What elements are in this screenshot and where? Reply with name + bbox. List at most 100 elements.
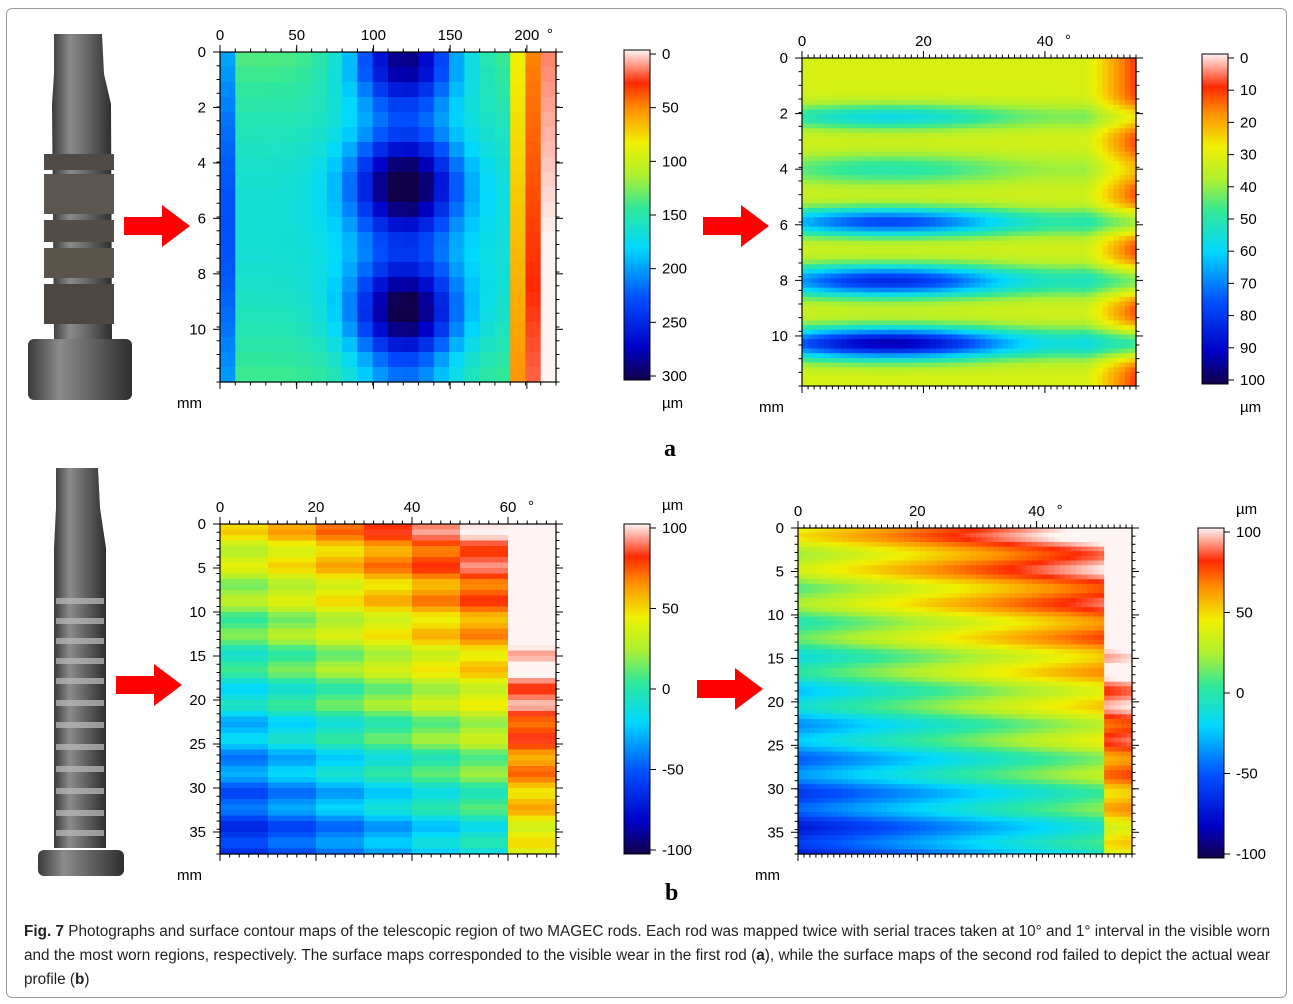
x-tick-label: 40 (1037, 33, 1054, 50)
y-axis-unit: mm (177, 867, 202, 884)
colorbar-unit: µm (1240, 399, 1261, 416)
arrow-icon (116, 664, 182, 706)
colorbar-tick-label: 100 (662, 153, 687, 170)
x-tick-label: 150 (438, 27, 463, 44)
y-tick-label: 15 (767, 650, 784, 667)
x-axis-unit: ° (1057, 502, 1063, 519)
contour-map-b-1deg: 0 20 40 ° 0 5 10 15 20 25 30 35 mm (755, 502, 1139, 884)
y-axis-unit: mm (755, 867, 780, 884)
y-tick-label: 8 (780, 272, 788, 289)
y-tick-label: 30 (767, 781, 784, 798)
x-tick-label: 20 (915, 33, 932, 50)
arrow-icon (703, 205, 769, 247)
colorbar-tick-label: 150 (662, 207, 687, 224)
contour-map-a-10deg: 0 50 100 150 200 ° 0 2 4 6 8 10 mm (177, 26, 563, 412)
colorbar-tick-label: 100 (1236, 524, 1261, 541)
y-tick-label: 0 (776, 520, 784, 537)
colorbar-tick-label: 50 (1240, 211, 1257, 228)
colorbar-tick-label: 0 (1236, 685, 1244, 702)
rod-photo-b (38, 468, 124, 876)
y-tick-label: 30 (189, 780, 206, 797)
colorbar-tick-label: 0 (1240, 50, 1248, 67)
y-tick-label: 25 (767, 737, 784, 754)
y-tick-label: 4 (198, 155, 206, 172)
colorbar-tick-label: -50 (662, 762, 684, 779)
x-tick-label: 200 (514, 27, 539, 44)
y-tick-label: 0 (198, 44, 206, 61)
x-axis-unit: ° (528, 498, 534, 515)
caption-text-2: ), while the surface maps of the second … (24, 947, 1270, 988)
x-tick-label: 0 (216, 499, 224, 516)
x-axis-unit: ° (547, 26, 553, 43)
colorbar-tick-label: 10 (1240, 82, 1257, 99)
caption-text-1: Photographs and surface contour maps of … (24, 923, 1270, 964)
colorbar-tick-label: -50 (1236, 766, 1258, 783)
caption-ref-a: a (756, 947, 765, 964)
colorbar-tick-label: 0 (662, 681, 670, 698)
panel-label-a: a (664, 436, 676, 462)
contour-map-b-10deg: 0 20 40 60 ° 0 5 10 15 20 25 30 35 mm (177, 498, 563, 884)
colorbar-tick-label: 50 (1236, 605, 1253, 622)
x-tick-label: 40 (1028, 503, 1045, 520)
y-tick-label: 35 (767, 824, 784, 841)
colorbar-a-10deg: 0 50 100 150 200 250 300 µm (623, 46, 687, 412)
y-tick-label: 2 (198, 99, 206, 116)
y-tick-label: 10 (767, 607, 784, 624)
colorbar-tick-label: 50 (662, 100, 679, 117)
panel-label-b: b (665, 880, 679, 906)
x-tick-label: 50 (288, 27, 305, 44)
y-tick-label: 10 (189, 604, 206, 621)
figure-caption: Fig. 7 Photographs and surface contour m… (24, 920, 1270, 992)
figure-frame (6, 8, 1287, 998)
caption-ref-b: b (75, 971, 85, 988)
colorbar-tick-label: 50 (662, 601, 679, 618)
x-tick-label: 20 (308, 499, 325, 516)
x-tick-label: 40 (404, 499, 421, 516)
colorbar-tick-label: 0 (662, 46, 670, 63)
y-axis-unit: mm (177, 395, 202, 412)
colorbar-a-1deg: 0 10 20 30 40 50 60 70 80 90 100 µm (1201, 50, 1265, 416)
colorbar-tick-label: 60 (1240, 243, 1257, 260)
colorbar-unit: µm (1236, 501, 1257, 518)
y-tick-label: 2 (780, 106, 788, 123)
caption-text-3: ) (84, 971, 90, 988)
y-tick-label: 10 (189, 321, 206, 338)
colorbar-tick-label: 80 (1240, 308, 1257, 325)
arrow-icon (124, 205, 190, 247)
x-tick-label: 0 (794, 503, 802, 520)
x-tick-label: 20 (909, 503, 926, 520)
y-tick-label: 5 (198, 560, 206, 577)
x-axis-unit: ° (1065, 32, 1071, 49)
y-tick-label: 8 (198, 266, 206, 283)
colorbar-tick-label: -100 (662, 842, 692, 859)
colorbar-tick-label: 100 (1240, 372, 1265, 389)
caption-fig-label: Fig. 7 (24, 923, 64, 940)
y-tick-label: 0 (780, 50, 788, 67)
y-axis-unit: mm (759, 399, 784, 416)
y-tick-label: 6 (780, 217, 788, 234)
colorbar-tick-label: 70 (1240, 275, 1257, 292)
x-tick-label: 60 (500, 499, 517, 516)
colorbar-tick-label: 200 (662, 261, 687, 278)
y-tick-label: 15 (189, 648, 206, 665)
colorbar-tick-label: 250 (662, 314, 687, 331)
colorbar-unit: µm (662, 497, 683, 514)
y-tick-label: 35 (189, 824, 206, 841)
y-tick-label: 0 (198, 516, 206, 533)
colorbar-tick-label: 100 (662, 520, 687, 537)
colorbar-tick-label: 300 (662, 368, 687, 385)
colorbar-tick-label: 30 (1240, 147, 1257, 164)
colorbar-unit: µm (662, 395, 683, 412)
y-tick-label: 20 (189, 692, 206, 709)
colorbar-tick-label: 40 (1240, 179, 1257, 196)
colorbar-tick-label: -100 (1236, 846, 1266, 863)
y-tick-label: 5 (776, 563, 784, 580)
x-tick-label: 0 (216, 27, 224, 44)
y-tick-label: 6 (198, 210, 206, 227)
colorbar-b-10deg: 100 50 0 -50 -100 µm (623, 497, 692, 859)
colorbar-tick-label: 20 (1240, 114, 1257, 131)
x-tick-label: 0 (798, 33, 806, 50)
contour-map-a-1deg: 0 20 40 ° 0 2 4 6 8 10 mm (759, 32, 1143, 416)
y-tick-label: 4 (780, 161, 788, 178)
y-tick-label: 25 (189, 736, 206, 753)
